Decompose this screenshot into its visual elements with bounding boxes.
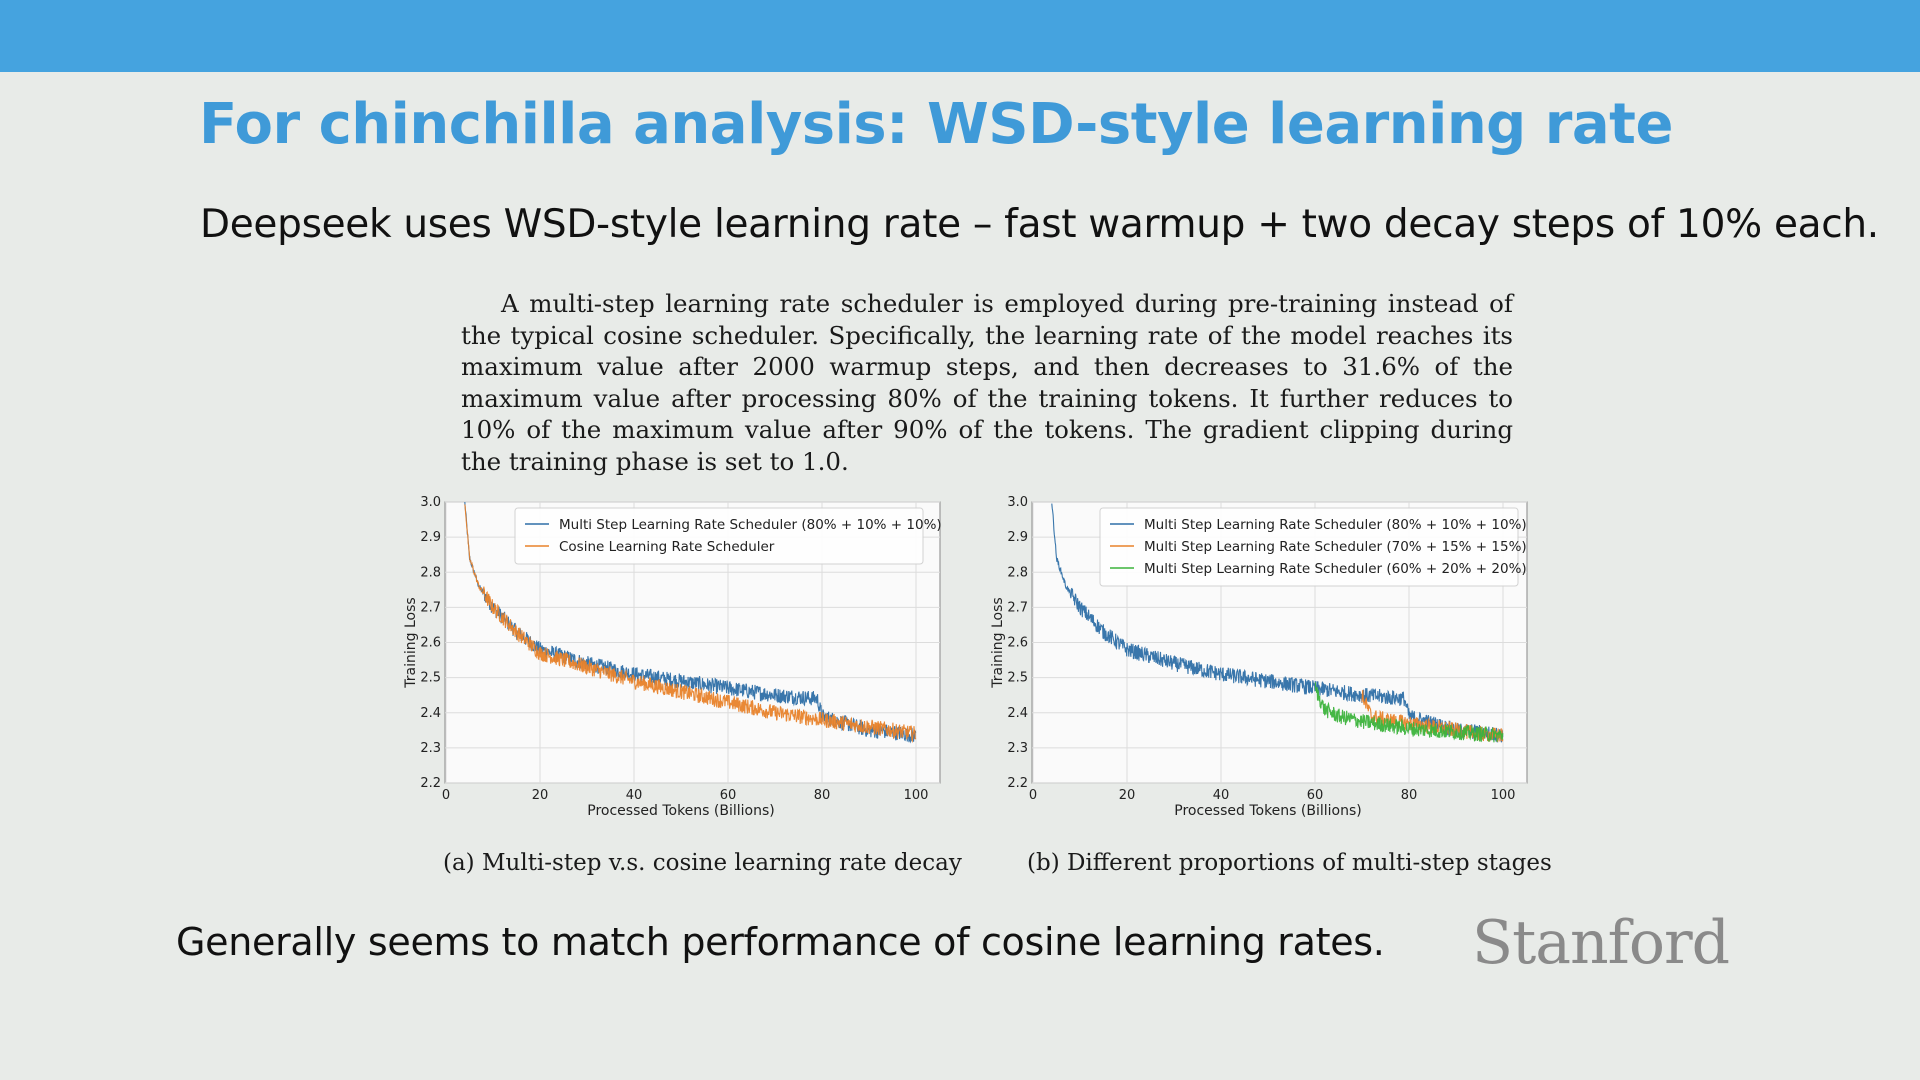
y-tick-label: 2.3	[1007, 741, 1028, 756]
y-tick-label: 2.6	[420, 636, 441, 651]
y-axis-label: Training Loss	[990, 597, 1006, 688]
legend-label: Multi Step Learning Rate Scheduler (70% …	[1144, 539, 1527, 555]
y-tick-label: 3.0	[1007, 495, 1028, 510]
legend-box	[1099, 507, 1519, 587]
x-tick-label: 60	[1307, 788, 1324, 803]
x-tick-label: 60	[720, 788, 737, 803]
legend-label: Multi Step Learning Rate Scheduler (60% …	[1144, 561, 1527, 577]
chart-panel-1: 0 20 40 60 80 100 2.2 2.3 2.4 2.5 2.6 2.7 2.8 2.9 3.0 P…	[403, 495, 942, 819]
header-band	[0, 0, 1920, 72]
legend-label: Multi Step Learning Rate Scheduler (80% …	[559, 517, 942, 533]
x-tick-label: 0	[1029, 788, 1037, 803]
paper-excerpt-text: A multi-step learning rate scheduler is …	[461, 289, 1513, 476]
caption-a: (a) Multi-step v.s. cosine learning rate…	[443, 850, 962, 876]
legend: Multi Step Learning Rate Scheduler (80% …	[1099, 507, 1527, 587]
legend-box	[514, 507, 924, 565]
y-tick-label: 2.7	[420, 600, 441, 615]
y-tick-label: 2.5	[420, 671, 441, 686]
x-tick-label: 20	[1119, 788, 1136, 803]
y-tick-label: 2.2	[1007, 776, 1028, 791]
y-tick-label: 2.8	[1007, 565, 1028, 580]
y-tick-label: 2.6	[1007, 636, 1028, 651]
figure-charts: 0 20 40 60 80 100 2.2 2.3 2.4 2.5 2.6 2.7 2.8 2.9 3.0 P…	[403, 495, 1528, 819]
x-tick-label: 100	[1491, 788, 1516, 803]
x-axis-label: Processed Tokens (Billions)	[1174, 803, 1361, 819]
x-tick-label: 40	[1213, 788, 1230, 803]
series-line-3	[1314, 682, 1504, 743]
caption-b: (b) Different proportions of multi-step …	[1027, 850, 1552, 876]
x-axis-label: Processed Tokens (Billions)	[587, 803, 774, 819]
y-tick-label: 2.9	[1007, 530, 1028, 545]
x-tick-label: 40	[626, 788, 643, 803]
y-tick-label: 2.8	[420, 565, 441, 580]
y-tick-label: 2.2	[420, 776, 441, 791]
y-tick-label: 2.5	[1007, 671, 1028, 686]
x-tick-label: 0	[442, 788, 450, 803]
slide-subtitle: Deepseek uses WSD-style learning rate – …	[200, 202, 1879, 247]
y-tick-label: 3.0	[420, 495, 441, 510]
chart-panel-2: 0 20 40 60 80 100 2.2 2.3 2.4 2.5 2.6 2.7 2.8 2.9 3.0 P…	[990, 495, 1528, 819]
legend-label: Multi Step Learning Rate Scheduler (80% …	[1144, 517, 1527, 533]
paper-excerpt: A multi-step learning rate scheduler is …	[461, 288, 1513, 477]
slide-title: For chinchilla analysis: WSD-style learn…	[199, 92, 1673, 157]
stanford-logo: Stanford	[1472, 908, 1730, 978]
series-line-2	[464, 504, 917, 744]
x-tick-label: 80	[1401, 788, 1418, 803]
x-tick-label: 80	[814, 788, 831, 803]
y-tick-label: 2.9	[420, 530, 441, 545]
y-tick-label: 2.3	[420, 741, 441, 756]
y-tick-label: 2.4	[1007, 706, 1028, 721]
legend-label: Cosine Learning Rate Scheduler	[559, 539, 775, 555]
x-tick-label: 100	[904, 788, 929, 803]
y-tick-label: 2.4	[420, 706, 441, 721]
slide-footer-note: Generally seems to match performance of …	[176, 920, 1385, 964]
y-tick-label: 2.7	[1007, 600, 1028, 615]
x-tick-label: 20	[532, 788, 549, 803]
legend: Multi Step Learning Rate Scheduler (80% …	[514, 507, 942, 565]
y-axis-label: Training Loss	[403, 597, 419, 688]
